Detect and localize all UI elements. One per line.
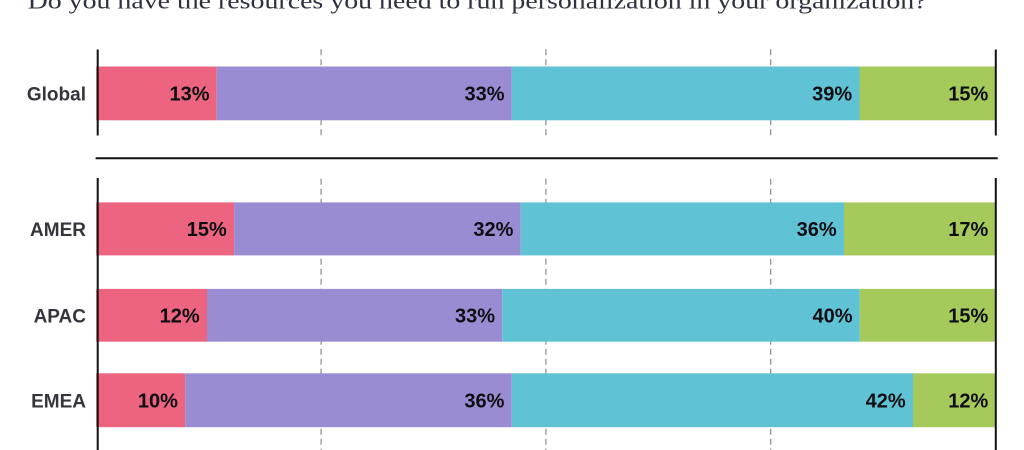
- svg-text:33%: 33%: [455, 306, 495, 328]
- svg-text:39%: 39%: [812, 84, 852, 106]
- svg-text:Global: Global: [27, 85, 86, 106]
- svg-text:40%: 40%: [812, 306, 852, 328]
- svg-text:32%: 32%: [473, 219, 513, 241]
- svg-text:12%: 12%: [948, 391, 988, 413]
- svg-text:42%: 42%: [866, 391, 906, 413]
- svg-text:10%: 10%: [138, 391, 178, 413]
- svg-text:EMEA: EMEA: [31, 392, 86, 413]
- svg-text:12%: 12%: [160, 306, 200, 328]
- svg-text:17%: 17%: [948, 219, 988, 241]
- svg-text:33%: 33%: [464, 84, 504, 106]
- svg-text:13%: 13%: [169, 84, 209, 106]
- svg-text:AMER: AMER: [30, 220, 86, 241]
- svg-text:Do you have the resources you: Do you have the resources you need to ru…: [28, 0, 927, 13]
- svg-text:15%: 15%: [948, 306, 988, 328]
- svg-text:15%: 15%: [187, 219, 227, 241]
- svg-text:36%: 36%: [464, 391, 504, 413]
- svg-text:APAC: APAC: [34, 307, 87, 328]
- svg-text:36%: 36%: [797, 219, 837, 241]
- svg-text:15%: 15%: [948, 84, 988, 106]
